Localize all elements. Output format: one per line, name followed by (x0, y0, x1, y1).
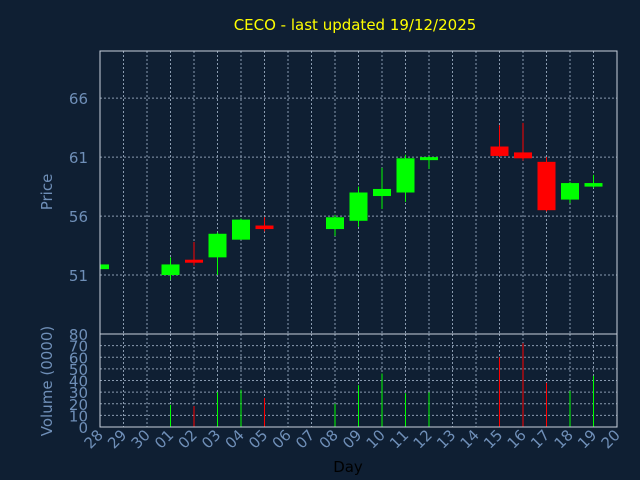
price-y-tick-label: 66 (69, 90, 88, 108)
x-tick-label: 09 (339, 426, 365, 452)
volume-y-tick-label: 80 (69, 326, 88, 344)
x-tick-label: 14 (457, 426, 483, 452)
candle-body (514, 152, 532, 159)
chart-title: CECO - last updated 19/12/2025 (234, 16, 477, 34)
candle-body (100, 264, 109, 270)
candle-body (161, 264, 180, 276)
x-tick-label: 08 (316, 426, 342, 452)
price-axis-label: Price (38, 174, 56, 211)
candle-body (420, 157, 438, 161)
candle-body (561, 183, 579, 200)
x-tick-label: 10 (363, 426, 389, 452)
candle-body (584, 183, 603, 187)
candle-body (208, 233, 227, 258)
volume-y-tick-label: 50 (69, 361, 88, 379)
candle-body (255, 225, 274, 230)
x-tick-label: 17 (527, 426, 553, 452)
x-tick-label: 30 (128, 426, 154, 452)
x-tick-label: 01 (151, 426, 177, 452)
candles-layer (99, 122, 603, 280)
candle-body (232, 219, 250, 240)
volume-layer (99, 343, 594, 427)
candle-body (349, 192, 368, 221)
volume-y-tick-label: 20 (69, 396, 88, 414)
candle-body (490, 146, 509, 156)
x-tick-label: 19 (574, 426, 600, 452)
x-tick-label: 07 (292, 426, 318, 452)
x-tick-label: 11 (386, 426, 412, 452)
volume-y-tick-label: 40 (69, 373, 88, 391)
x-tick-label: 15 (480, 426, 506, 452)
x-tick-label: 12 (410, 426, 436, 452)
volume-y-tick-label: 30 (69, 384, 88, 402)
x-tick-label: 06 (269, 426, 295, 452)
volume-axis-label: Volume (0000) (38, 326, 56, 436)
x-tick-label: 04 (222, 426, 248, 452)
volume-y-tick-label: 10 (69, 407, 88, 425)
price-y-tick-label: 61 (69, 149, 88, 167)
candle-body (326, 217, 344, 230)
x-tick-label: 02 (175, 426, 201, 452)
candle-body (185, 259, 203, 263)
candle-body (537, 161, 556, 211)
x-axis-label: Day (333, 458, 363, 476)
x-tick-label: 29 (104, 426, 130, 452)
price-y-ticks: 51 56 61 66 (69, 90, 88, 285)
volume-y-tick-label: 0 (78, 419, 88, 437)
volume-y-tick-label: 60 (69, 349, 88, 367)
volume-y-tick-label: 70 (69, 338, 88, 356)
x-ticks: 2829300102030405060708091011121314151617… (81, 426, 624, 452)
candle-body (373, 188, 391, 197)
x-tick-label: 20 (598, 426, 624, 452)
x-tick-label: 03 (198, 426, 224, 452)
candle-body (396, 158, 415, 193)
price-y-tick-label: 56 (69, 208, 88, 226)
price-y-tick-label: 51 (69, 267, 88, 285)
x-tick-label: 16 (504, 426, 530, 452)
x-tick-label: 13 (433, 426, 459, 452)
x-tick-label: 18 (551, 426, 577, 452)
x-tick-label: 05 (245, 426, 271, 452)
volume-plot-frame (99, 333, 618, 428)
